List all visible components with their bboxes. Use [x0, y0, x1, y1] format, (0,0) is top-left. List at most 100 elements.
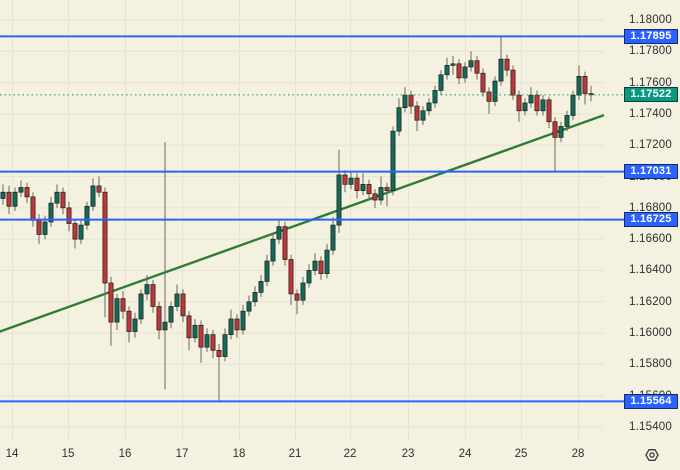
candle-body — [132, 318, 138, 332]
time-axis[interactable]: 14 15 16 17 18 21 22 23 24 25 28 — [0, 440, 680, 470]
candle-body — [294, 293, 300, 301]
candle-body — [192, 324, 198, 339]
candle-body — [90, 185, 96, 207]
candle-body — [300, 282, 306, 301]
price-tick: 1.17600 — [629, 76, 672, 89]
candle-body — [12, 191, 18, 207]
candle-body — [492, 80, 498, 102]
candle-body — [402, 94, 408, 109]
candle-body — [78, 224, 84, 240]
candle-body — [498, 58, 504, 82]
candle-body — [432, 90, 438, 104]
candle-body — [186, 315, 192, 339]
candle-body — [138, 293, 144, 320]
trend-line[interactable] — [0, 114, 605, 333]
candle-body — [330, 224, 336, 251]
candle-body — [174, 293, 180, 307]
candle-body — [276, 226, 282, 240]
candle-body — [468, 60, 474, 68]
candle-body — [288, 259, 294, 295]
candle-body — [354, 177, 360, 191]
candle-body — [156, 306, 162, 331]
candle-body — [384, 187, 390, 191]
candle-body — [108, 282, 114, 323]
price-level-label: 1.17031 — [624, 164, 678, 180]
candle-body — [558, 126, 564, 138]
candle-body — [258, 281, 264, 293]
price-tick: 1.16200 — [629, 295, 672, 308]
time-tick: 21 — [288, 448, 302, 460]
candle-body — [360, 184, 366, 191]
candle-body — [474, 60, 480, 74]
candle-body — [72, 223, 78, 240]
candle-body — [438, 74, 444, 91]
axis-settings-button[interactable] — [643, 446, 661, 464]
candle-body — [396, 107, 402, 132]
candle-body — [66, 207, 72, 224]
candle-body — [378, 187, 384, 201]
candle-body — [372, 193, 378, 201]
candle-body — [222, 334, 228, 357]
candle-body — [0, 191, 6, 199]
candle-body — [6, 191, 12, 207]
candle-body — [462, 66, 468, 79]
time-tick: 18 — [232, 448, 246, 460]
candle-body — [366, 184, 372, 195]
price-level-label: 1.17522 — [624, 87, 678, 103]
candle-body — [426, 102, 432, 112]
candle-body — [534, 94, 540, 112]
time-tick: 28 — [571, 448, 585, 460]
candle-body — [234, 318, 240, 331]
candle-body — [264, 260, 270, 282]
candle-body — [420, 110, 426, 121]
candle-body — [120, 298, 126, 312]
candle-body — [552, 121, 558, 138]
gear-icon — [645, 449, 659, 461]
candle-body — [348, 177, 354, 185]
candle-body — [42, 221, 48, 235]
candle-body — [54, 191, 60, 204]
price-level-label: 1.16725 — [624, 212, 678, 228]
candle-body — [126, 310, 132, 332]
candle-body — [456, 63, 462, 79]
candle-body — [84, 205, 90, 226]
candle-body — [312, 260, 318, 271]
candle-body — [96, 185, 102, 193]
price-tick: 1.16600 — [629, 233, 672, 246]
candle-body — [168, 306, 174, 323]
candle-body — [24, 187, 30, 198]
candle-body — [36, 220, 42, 235]
time-tick: 17 — [175, 448, 189, 460]
candle-body — [282, 226, 288, 260]
candle-body — [18, 187, 24, 193]
candle-body — [180, 293, 186, 317]
time-tick: 15 — [61, 448, 75, 460]
price-axis[interactable]: 1.18000 1.17800 1.17600 1.17400 1.17200 1.170… — [604, 0, 680, 440]
price-tick: 1.17200 — [629, 139, 672, 152]
price-tick: 1.15400 — [629, 421, 672, 433]
candle-body — [336, 174, 342, 226]
candle-body — [504, 58, 510, 71]
candle-body — [228, 318, 234, 335]
candle-body — [252, 292, 258, 303]
candle-body — [528, 94, 534, 104]
candle-body — [408, 94, 414, 107]
price-level-label: 1.17895 — [624, 28, 678, 44]
price-tick: 1.16800 — [629, 201, 672, 214]
candle-body — [114, 298, 120, 323]
price-level-label: 1.15564 — [624, 393, 678, 409]
price-tick: 1.16400 — [629, 264, 672, 277]
candle-body — [450, 63, 456, 66]
time-tick: 25 — [514, 448, 528, 460]
candle-body — [486, 91, 492, 102]
candle-body — [414, 105, 420, 121]
time-tick: 24 — [458, 448, 472, 460]
candle-body — [30, 196, 36, 221]
candle-body — [246, 301, 252, 312]
candle-body — [144, 284, 150, 295]
candle-body — [216, 349, 222, 357]
candle-body — [162, 321, 168, 331]
price-tick: 1.16000 — [629, 327, 672, 340]
